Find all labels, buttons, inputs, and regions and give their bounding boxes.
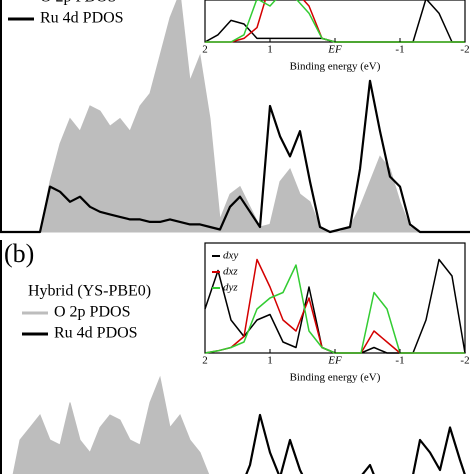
x-tick-label: 2: [202, 355, 208, 367]
x-tick-label: -2: [460, 355, 469, 367]
pdos-area: [12, 375, 210, 474]
x-tick-label: 1: [267, 355, 273, 367]
legend-label: dxz: [223, 266, 238, 278]
panel-title: Hybrid (YS-PBE0): [28, 283, 151, 300]
pdos-area: [0, 0, 470, 233]
panel-label: (b): [4, 239, 34, 268]
x-tick-label: EF: [327, 44, 342, 56]
inset-frame: [204, 0, 466, 43]
inset-frame: [204, 242, 466, 354]
legend-label: O 2p PDOS: [54, 304, 130, 321]
x-tick-label: -1: [395, 44, 404, 56]
legend-label: Ru 4d PDOS: [40, 10, 124, 27]
legend-label: dxy: [223, 250, 238, 262]
x-tick-label: EF: [327, 355, 342, 367]
pdos-line: [0, 79, 470, 234]
x-tick-label: -2: [460, 44, 469, 56]
x-axis-label: Binding energy (eV): [290, 372, 381, 384]
x-tick-label: 1: [267, 44, 273, 56]
legend-label: O 2p PDOS: [40, 0, 116, 6]
x-axis-label: Binding energy (eV): [290, 61, 381, 73]
legend-label: dyz: [223, 282, 238, 294]
x-tick-label: -1: [395, 355, 404, 367]
legend-label: Ru 4d PDOS: [54, 325, 138, 342]
x-tick-label: 2: [202, 44, 208, 56]
